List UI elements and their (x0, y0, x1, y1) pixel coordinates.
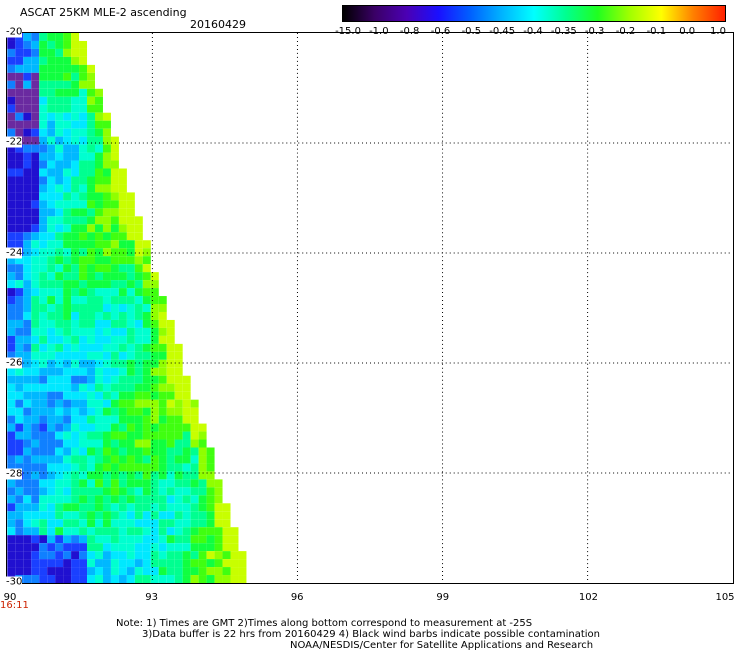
colorbar-label: -0.4 (523, 26, 543, 37)
graticule (7, 33, 733, 583)
colorbar-label: -1.0 (369, 26, 389, 37)
footer-note-2: 3)Data buffer is 22 hrs from 20160429 4)… (142, 629, 600, 640)
colorbar-label: -15.0 (335, 26, 361, 37)
colorbar-label: -0.3 (584, 26, 605, 37)
x-tick-label: 96 (290, 592, 304, 603)
colorbar-label: -0.8 (399, 26, 420, 37)
swath-cells (7, 33, 247, 583)
map-date: 20160429 (190, 18, 246, 31)
x-tick-label: 102 (578, 592, 598, 603)
colorbar-labels: -15.0 -1.0 -0.8 -0.6 -0.5 -0.45 -0.4 -0.35 -0.3-… (0, 0, 740, 40)
colorbar-label: -0.35 (550, 26, 577, 37)
colorbar-label: -0.1 (646, 26, 667, 37)
time-label: 16:11 (0, 600, 29, 611)
colorbar-label: -0.2 (615, 26, 636, 37)
map-title: ASCAT 25KM MLE-2 ascending (20, 6, 187, 19)
colorbar-label: -0.6 (430, 26, 451, 37)
x-tick-label: 99 (436, 592, 450, 603)
footer-note-1: Note: 1) Times are GMT 2)Times along bot… (116, 618, 533, 629)
colorbar (342, 5, 726, 22)
colorbar-label: 0.0 (679, 26, 696, 37)
colorbar-gradient (343, 6, 725, 21)
colorbar-label: -0.5 (461, 26, 482, 37)
colorbar-label: 1.0 (710, 26, 726, 37)
colorbar-label: -0.45 (489, 26, 516, 37)
x-tick-label: 93 (145, 592, 158, 603)
footer-note-3: NOAA/NESDIS/Center for Satellite Applica… (290, 640, 594, 651)
map-plot-area (6, 32, 734, 584)
x-tick-label: 105 (715, 592, 735, 603)
